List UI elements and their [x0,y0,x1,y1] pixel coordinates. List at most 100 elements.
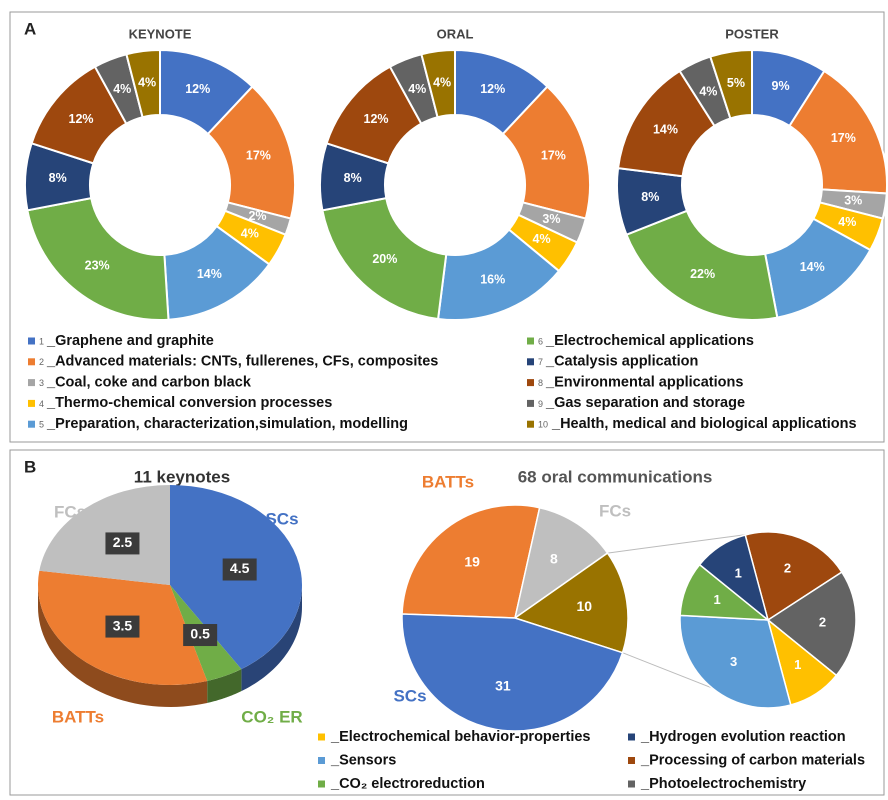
legend-label: _Catalysis application [545,354,698,370]
legend-label: _Hydrogen evolution reaction [640,729,846,745]
category-label: BATTs [52,707,104,726]
data-label: 4% [138,76,156,90]
category-label: SCs [393,686,426,705]
donut-slice [26,196,170,321]
data-label-box [105,615,140,638]
legend-number: 1 [39,336,44,346]
data-label: 8% [344,171,362,185]
pie-slice [679,614,792,709]
data-label: 1 [735,566,742,581]
legend-label: _Coal, coke and carbon black [46,374,252,390]
legend-number: 3 [39,378,44,388]
legend-label: _Electrochemical applications [545,333,754,349]
legend-swatch [527,337,534,345]
data-label: 3% [844,193,862,207]
data-label: 3.5 [113,617,133,633]
data-label: 0.5 [190,626,210,642]
legend-label: _Advanced materials: CNTs, fullerenes, C… [46,354,438,370]
legend-label: _Photoelectrochemistry [640,776,806,792]
data-label: 2 [784,561,791,576]
legend-label: _Electrochemical behavior-properties [330,729,591,745]
chart-title: POSTER [725,26,779,41]
panel-b-frame [9,449,885,796]
data-label-box [105,532,140,555]
legend-swatch [28,379,35,387]
category-label: SCs [265,509,298,528]
chart-title: ORAL [437,26,474,41]
data-label: 2% [248,209,266,223]
legend-label: _Health, medical and biological applicat… [551,416,857,432]
data-label: 1 [713,592,720,607]
data-label: 14% [197,267,222,281]
legend-swatch [28,420,35,428]
legend-label: _Thermo-chemical conversion processes [46,395,332,411]
legend-swatch [527,399,534,407]
data-label: 17% [246,149,271,163]
data-label: 3% [542,212,560,226]
pie-slice [39,485,171,585]
data-label: 14% [800,260,825,274]
data-label: 2.5 [113,534,133,550]
donut-slice [420,48,456,119]
legend-number: 6 [538,336,543,346]
pie-slice [698,534,770,623]
legend-label: _Preparation, characterization,simulatio… [46,416,408,432]
legend-swatch [318,780,325,788]
data-label: 17% [541,149,566,163]
category-label: FCs [599,501,631,520]
chart-title: 11 keynotes [134,467,230,486]
data-label: 4% [533,232,551,246]
legend-swatch [28,358,35,366]
data-label: 8 [550,550,558,566]
legend-label: _Processing of carbon materials [640,752,865,768]
donut-slice [625,209,779,321]
data-label: 4% [408,82,426,96]
data-label: 19 [464,553,480,569]
category-label: BATTs [422,472,474,491]
data-label: 3 [730,654,737,669]
data-label: 12% [185,82,210,96]
data-label: 12% [480,82,505,96]
chart-title: KEYNOTE [129,26,192,41]
legend-number: 7 [538,357,543,367]
legend-label: _Sensors [330,752,396,768]
legend-number: 9 [538,399,543,409]
legend-label: _Graphene and graphite [46,333,214,349]
legend-swatch [527,358,534,366]
panel-label: B [24,457,36,476]
pie-slice [401,504,541,619]
data-label: 31 [495,678,511,694]
data-label-box [222,558,257,581]
legend-swatch [28,337,35,345]
data-label: 2 [819,614,826,629]
pie-slice [513,506,609,620]
pie-slice [513,552,629,654]
data-label: 4% [241,227,259,241]
category-label: CO₂ ER [241,707,302,726]
donut-slice [125,48,161,119]
data-label: 23% [85,258,110,272]
pie-slice [744,531,843,622]
data-label: 4% [113,82,131,96]
panel-a-frame [9,11,885,443]
connector-line [607,532,759,554]
legend-swatch [628,733,635,741]
data-label: 4% [699,85,717,99]
data-label-box [183,624,218,647]
legend-number: 10 [538,420,548,430]
data-label: 8% [49,171,67,185]
data-label: 9% [772,79,790,93]
legend-swatch [318,757,325,764]
legend-swatch [628,757,635,764]
data-label: 4.5 [230,560,250,576]
legend-label: _Gas separation and storage [545,395,745,411]
legend-label: _Environmental applications [545,374,743,390]
legend-number: 5 [39,420,44,430]
pie-slice [766,571,857,677]
category-label: FCs [54,502,86,521]
legend-number: 2 [39,357,44,367]
data-label: 20% [372,252,397,266]
legend-swatch [527,420,534,428]
data-label: 10 [576,598,592,614]
